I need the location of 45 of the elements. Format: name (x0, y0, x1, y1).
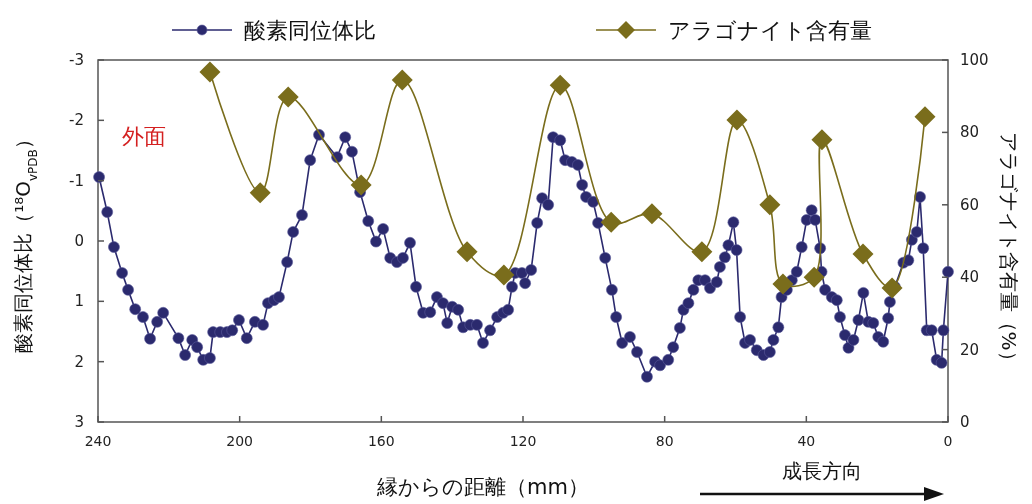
point (277, 86, 299, 108)
legend-label: 酸素同位体比 (244, 18, 376, 43)
point (881, 277, 903, 299)
text: 成長方向 (782, 459, 862, 483)
y-tick-label: -1 (69, 171, 84, 190)
y-tick-label: 2 (74, 352, 84, 371)
y-tick-label: 3 (74, 413, 84, 431)
y-tick-label: 1 (74, 292, 84, 311)
x-tick-label: 200 (226, 433, 254, 449)
point (759, 194, 781, 216)
y2-tick-label: 20 (960, 340, 980, 359)
point (391, 69, 413, 91)
y-tick-label: 0 (74, 232, 84, 250)
point (772, 273, 794, 295)
legend-label: アラゴナイト含有量 (668, 18, 872, 43)
point (803, 266, 825, 288)
x-tick-label: 80 (655, 433, 674, 449)
y2-axis-title: アラゴナイト含有量（%） (997, 131, 1021, 371)
y-tick-label: -3 (69, 51, 84, 69)
y2-tick-label: 80 (960, 123, 980, 142)
point (852, 243, 874, 265)
point (811, 129, 833, 151)
point (600, 211, 622, 233)
x-tick-label: 0 (943, 433, 953, 449)
y-tick-label: -2 (69, 111, 84, 130)
point (726, 109, 748, 131)
y2-tick-label: 40 (960, 268, 980, 287)
point (350, 174, 372, 196)
x-tick-label: 240 (84, 433, 112, 449)
point (456, 241, 478, 263)
y2-tick-label: 0 (960, 413, 970, 431)
point (199, 61, 221, 83)
x-axis-title: 縁からの距離（mm） (376, 475, 589, 499)
y2-tick-label: 60 (960, 195, 980, 214)
point (493, 264, 515, 286)
point (249, 182, 271, 204)
point (914, 106, 936, 128)
annotation: 外面 (122, 124, 166, 149)
x-tick-label: 40 (797, 433, 816, 449)
point (549, 74, 571, 96)
y2-tick-label: 100 (960, 51, 989, 69)
x-tick-label: 120 (509, 433, 537, 449)
point (641, 203, 663, 225)
point (691, 241, 713, 263)
x-tick-label: 160 (367, 433, 395, 449)
